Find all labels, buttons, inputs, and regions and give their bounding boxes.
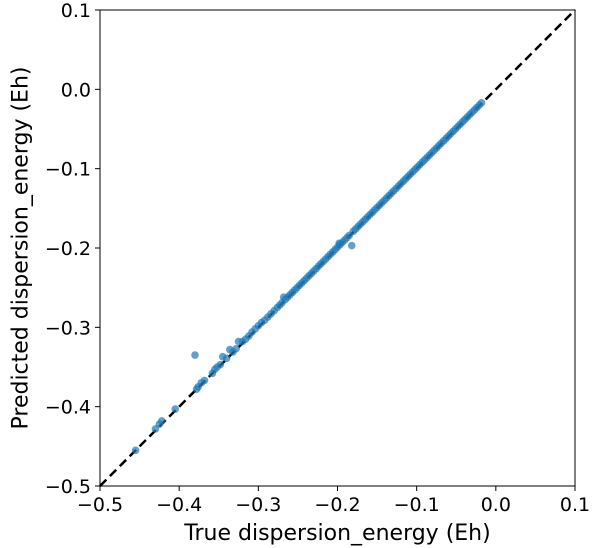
y-tick-label: −0.4 [45, 397, 91, 419]
y-tick-label: 0.1 [61, 0, 91, 22]
data-point [216, 360, 225, 369]
y-axis-label: Predicted dispersion_energy (Eh) [9, 67, 34, 430]
data-point [131, 446, 140, 455]
x-tick-label: −0.4 [156, 494, 202, 516]
x-tick-label: 0.0 [481, 494, 511, 516]
x-tick-label: −0.5 [77, 494, 123, 516]
data-point [157, 417, 166, 425]
data-point [222, 354, 231, 363]
data-point [477, 99, 486, 107]
data-point [232, 344, 240, 353]
data-point [191, 351, 199, 359]
y-axis-ticks: −0.5 −0.4 −0.3 −0.2 −0.1 0.0 0.1 [45, 0, 100, 498]
x-axis-ticks: −0.5 −0.4 −0.3 −0.2 −0.1 0.0 0.1 [77, 486, 590, 516]
data-point [347, 241, 356, 250]
x-tick-label: 0.1 [560, 494, 590, 516]
x-tick-label: −0.3 [235, 494, 281, 516]
x-axis-label: True dispersion_energy (Eh) [183, 521, 490, 546]
y-tick-label: −0.5 [45, 476, 91, 498]
y-tick-label: −0.2 [45, 238, 91, 260]
x-tick-label: −0.1 [394, 494, 440, 516]
y-tick-label: 0.0 [61, 79, 91, 101]
data-points-layer [131, 99, 486, 455]
data-point [200, 376, 209, 385]
y-tick-label: −0.1 [45, 159, 91, 181]
x-tick-label: −0.2 [314, 494, 360, 516]
data-point [171, 405, 180, 413]
y-tick-label: −0.3 [45, 317, 91, 339]
